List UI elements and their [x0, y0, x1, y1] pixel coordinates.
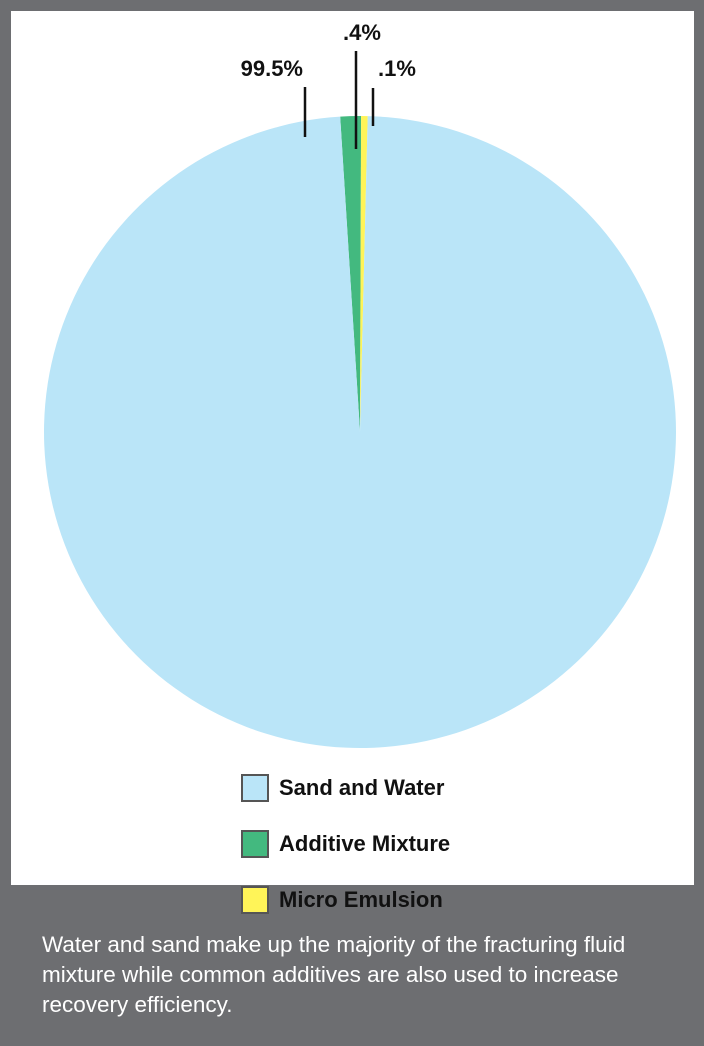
pie-slice-sand-and-water [44, 116, 677, 748]
legend-label-additive-mixture: Additive Mixture [279, 831, 451, 856]
value-label-additive-mixture: .4% [343, 20, 381, 45]
legend-label-sand-and-water: Sand and Water [279, 775, 445, 800]
pie-chart: 99.5% .4% .1% [44, 20, 677, 748]
legend-swatch-micro-emulsion [241, 886, 269, 914]
legend-item-sand-and-water: Sand and Water [241, 773, 450, 803]
value-label-sand-and-water: 99.5% [241, 56, 303, 81]
value-label-micro-emulsion: .1% [378, 56, 416, 81]
pie-slice-micro-emulsion [360, 116, 368, 432]
legend-item-additive-mixture: Additive Mixture [241, 829, 450, 859]
chart-panel: 99.5% .4% .1% Sand and Water Additive Mixt… [11, 11, 694, 914]
legend-swatch-sand-and-water [241, 774, 269, 802]
legend: Sand and Water Additive Mixture Micro Em… [241, 773, 450, 941]
caption: Water and sand make up the majority of t… [42, 932, 626, 1017]
legend-swatch-additive-mixture [241, 830, 269, 858]
legend-item-micro-emulsion: Micro Emulsion [241, 885, 450, 915]
legend-label-micro-emulsion: Micro Emulsion [279, 887, 443, 912]
pie-slice-additive-mixture [340, 116, 362, 432]
